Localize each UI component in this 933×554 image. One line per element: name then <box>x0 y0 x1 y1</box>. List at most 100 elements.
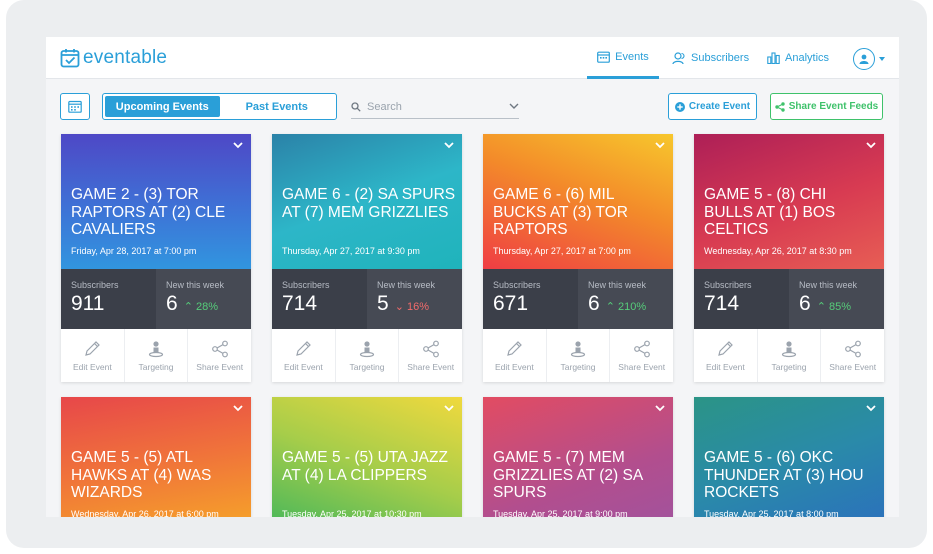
event-card-header: GAME 6 - (6) MIL BUCKS AT (3) TOR RAPTOR… <box>483 134 673 269</box>
event-date: Thursday, Apr 27, 2017 at 9:30 pm <box>282 246 420 256</box>
pencil-icon <box>718 340 734 356</box>
share-event-button[interactable]: Share Event <box>821 329 884 382</box>
chevron-down-icon[interactable] <box>233 405 243 412</box>
chevron-down-icon[interactable] <box>655 405 665 412</box>
subscribers-count: 671 <box>493 292 529 315</box>
edit-event-label: Edit Event <box>494 361 534 372</box>
event-card[interactable]: GAME 6 - (2) SA SPURS AT (7) MEM GRIZZLI… <box>272 134 462 382</box>
targeting-label: Targeting <box>138 361 174 372</box>
subscribers-count: 714 <box>704 292 740 315</box>
share-event-label: Share Event <box>196 361 244 372</box>
nav-analytics-label: Analytics <box>785 52 830 64</box>
edit-event-button[interactable]: Edit Event <box>694 329 758 382</box>
event-card[interactable]: GAME 5 - (6) OKC THUNDER AT (3) HOU ROCK… <box>694 397 884 517</box>
share-icon <box>633 340 650 357</box>
user-menu[interactable] <box>853 48 885 70</box>
nav-analytics[interactable]: Analytics <box>767 37 829 79</box>
users-icon <box>672 51 685 64</box>
event-stats: Subscribers 714 New this week 6 ⌃ 85% <box>694 269 884 329</box>
share-icon <box>844 340 861 357</box>
targeting-button[interactable]: Targeting <box>336 329 400 382</box>
search-icon <box>351 101 361 112</box>
share-event-feeds-button[interactable]: Share Event Feeds <box>770 93 883 120</box>
target-person-icon <box>781 340 797 357</box>
event-card-header: GAME 2 - (3) TOR RAPTORS AT (2) CLE CAVA… <box>61 134 251 269</box>
share-icon <box>775 101 785 112</box>
event-title: GAME 5 - (5) ATL HAWKS AT (4) WAS WIZARD… <box>71 449 212 501</box>
nav-subscribers[interactable]: Subscribers <box>672 37 749 79</box>
chevron-down-icon[interactable] <box>655 142 665 149</box>
logo[interactable]: eventable <box>60 47 167 69</box>
new-this-week-stat: New this week 6 ⌃ 85% <box>789 269 884 329</box>
nav-events[interactable]: Events <box>587 37 659 79</box>
event-card[interactable]: GAME 6 - (6) MIL BUCKS AT (3) TOR RAPTOR… <box>483 134 673 382</box>
event-title: GAME 6 - (6) MIL BUCKS AT (3) TOR RAPTOR… <box>493 186 628 238</box>
event-title: GAME 5 - (7) MEM GRIZZLIES AT (2) SA SPU… <box>493 449 643 501</box>
arrow-up-icon: ⌃ <box>816 301 829 313</box>
new-this-week-label: New this week <box>166 280 225 290</box>
targeting-button[interactable]: Targeting <box>125 329 189 382</box>
subscribers-count: 714 <box>282 292 318 315</box>
change-percent: 210% <box>617 301 647 313</box>
event-card-header: GAME 5 - (5) ATL HAWKS AT (4) WAS WIZARD… <box>61 397 251 517</box>
subscribers-stat: Subscribers 911 <box>61 269 156 329</box>
event-actions: Edit Event Targeting Share Event <box>694 329 884 382</box>
edit-event-button[interactable]: Edit Event <box>272 329 336 382</box>
target-person-icon <box>359 340 375 357</box>
event-date: Friday, Apr 28, 2017 at 7:00 pm <box>71 246 197 256</box>
event-card[interactable]: GAME 5 - (5) UTA JAZZ AT (4) LA CLIPPERS… <box>272 397 462 517</box>
share-event-button[interactable]: Share Event <box>399 329 462 382</box>
share-event-button[interactable]: Share Event <box>188 329 251 382</box>
arrow-up-icon: ⌃ <box>605 301 618 313</box>
change-percent: 16% <box>406 301 429 313</box>
subscribers-stat: Subscribers 714 <box>272 269 367 329</box>
create-event-button[interactable]: Create Event <box>668 93 757 120</box>
event-title: GAME 5 - (8) CHI BULLS AT (1) BOS CELTIC… <box>704 186 836 238</box>
tab-past-events[interactable]: Past Events <box>245 100 308 113</box>
subscribers-count: 911 <box>71 292 105 315</box>
pencil-icon <box>85 340 101 356</box>
new-this-week-label: New this week <box>588 280 647 290</box>
chevron-down-icon[interactable] <box>509 103 519 110</box>
share-event-label: Share Event <box>829 361 877 372</box>
pencil-icon <box>296 340 312 356</box>
chevron-down-icon <box>879 57 885 61</box>
plus-circle-icon <box>674 101 685 112</box>
share-event-label: Share Event <box>407 361 455 372</box>
chevron-down-icon[interactable] <box>866 142 876 149</box>
edit-event-label: Edit Event <box>283 361 323 372</box>
subscribers-label: Subscribers <box>71 280 119 290</box>
event-card[interactable]: GAME 5 - (8) CHI BULLS AT (1) BOS CELTIC… <box>694 134 884 382</box>
targeting-label: Targeting <box>349 361 385 372</box>
tab-upcoming-events[interactable]: Upcoming Events <box>105 96 220 117</box>
event-title: GAME 5 - (5) UTA JAZZ AT (4) LA CLIPPERS <box>282 449 448 484</box>
chevron-down-icon[interactable] <box>866 405 876 412</box>
event-card[interactable]: GAME 2 - (3) TOR RAPTORS AT (2) CLE CAVA… <box>61 134 251 382</box>
calendar-view-button[interactable] <box>60 93 90 120</box>
search-input[interactable]: Search <box>351 95 519 119</box>
event-card[interactable]: GAME 5 - (5) ATL HAWKS AT (4) WAS WIZARD… <box>61 397 251 517</box>
edit-event-button[interactable]: Edit Event <box>61 329 125 382</box>
calendar-icon <box>597 51 611 63</box>
arrow-down-icon: ⌄ <box>394 301 407 313</box>
new-this-week-label: New this week <box>799 280 858 290</box>
chevron-down-icon[interactable] <box>444 405 454 412</box>
edit-event-label: Edit Event <box>705 361 745 372</box>
event-card-header: GAME 6 - (2) SA SPURS AT (7) MEM GRIZZLI… <box>272 134 462 269</box>
event-actions: Edit Event Targeting Share Event <box>483 329 673 382</box>
chevron-down-icon[interactable] <box>444 142 454 149</box>
share-event-button[interactable]: Share Event <box>610 329 673 382</box>
event-card[interactable]: GAME 5 - (7) MEM GRIZZLIES AT (2) SA SPU… <box>483 397 673 517</box>
edit-event-button[interactable]: Edit Event <box>483 329 547 382</box>
change-percent: 85% <box>828 301 851 313</box>
targeting-button[interactable]: Targeting <box>758 329 822 382</box>
event-actions: Edit Event Targeting Share Event <box>61 329 251 382</box>
chevron-down-icon[interactable] <box>233 142 243 149</box>
targeting-button[interactable]: Targeting <box>547 329 611 382</box>
new-count: 6 <box>166 292 178 315</box>
event-stats: Subscribers 714 New this week 5 ⌄ 16% <box>272 269 462 329</box>
event-date: Thursday, Apr 27, 2017 at 7:00 pm <box>493 246 631 256</box>
nav-subscribers-label: Subscribers <box>691 52 750 64</box>
calendar-check-icon <box>60 49 80 68</box>
event-card-header: GAME 5 - (7) MEM GRIZZLIES AT (2) SA SPU… <box>483 397 673 517</box>
